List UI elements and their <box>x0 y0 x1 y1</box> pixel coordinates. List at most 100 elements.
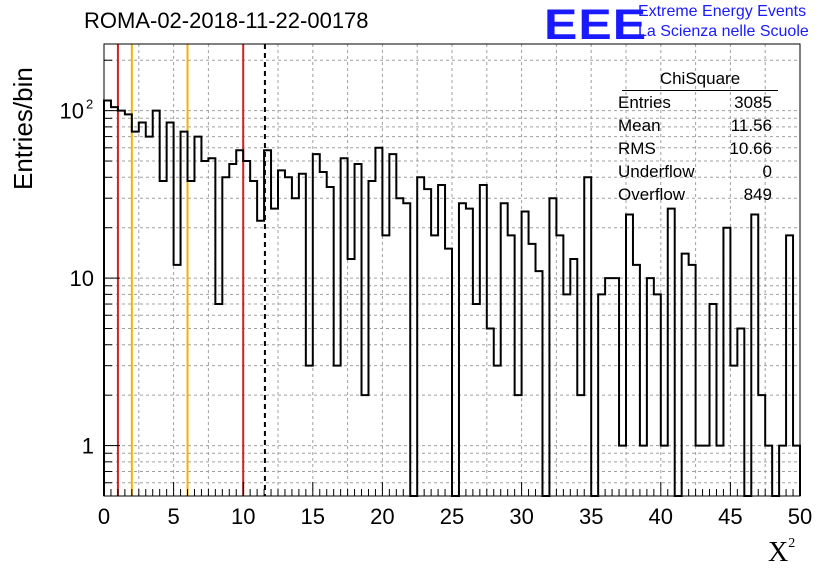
histogram-bin <box>647 278 654 496</box>
histogram-bin <box>118 111 125 496</box>
histogram-bin <box>556 235 563 496</box>
histogram-bin <box>362 395 369 496</box>
stats-row: Overflow 849 <box>612 183 778 206</box>
histogram-bin <box>640 446 647 496</box>
stats-label: Overflow <box>618 185 686 204</box>
y-tick-label: 1 <box>82 434 94 459</box>
plot-title: ROMA-02-2018-11-22-00178 <box>84 8 369 33</box>
stats-row: Underflow 0 <box>612 160 778 183</box>
histogram-bin <box>438 185 445 496</box>
histogram-bin <box>703 446 710 496</box>
histogram-bin <box>431 235 438 496</box>
histogram-bin <box>139 122 146 496</box>
x-tick-label: 35 <box>579 504 603 529</box>
y-tick-label-exponent: 2 <box>86 97 93 112</box>
stats-value: 11.56 <box>730 116 772 135</box>
stats-label: Mean <box>618 116 661 135</box>
histogram-bin <box>229 164 236 496</box>
histogram-bin <box>605 278 612 496</box>
histogram-bin <box>285 177 292 496</box>
histogram-bin <box>445 249 452 496</box>
histogram-bin <box>257 221 264 496</box>
histogram-bin <box>619 446 626 496</box>
stats-row: Mean 11.56 <box>612 114 778 137</box>
histogram-bin <box>751 214 758 496</box>
histogram-bin <box>292 198 299 496</box>
x-tick-label: 5 <box>167 504 179 529</box>
histogram-bin <box>111 107 118 496</box>
stats-row: RMS 10.66 <box>612 137 778 160</box>
histogram-bin <box>132 132 139 496</box>
histogram-bin <box>633 265 640 496</box>
histogram-bin <box>222 177 229 496</box>
stats-value: 0 <box>762 162 772 181</box>
x-tick-label: 15 <box>301 504 325 529</box>
histogram-bin <box>188 181 195 496</box>
histogram-bin <box>473 304 480 496</box>
histogram-bin <box>278 170 285 496</box>
histogram-bin <box>215 304 222 496</box>
histogram-bin <box>250 181 257 496</box>
histogram-bin <box>271 209 278 496</box>
histogram-bin <box>424 189 431 496</box>
histogram-bin <box>529 244 536 496</box>
histogram-bin <box>264 150 271 496</box>
histogram-bin <box>682 254 689 496</box>
histogram-bin <box>508 235 515 496</box>
stats-value: 3085 <box>734 93 772 112</box>
histogram-bin <box>563 294 570 496</box>
histogram-bin <box>327 187 334 496</box>
x-tick-label: 20 <box>370 504 394 529</box>
eee-logo: EEE <box>544 0 648 49</box>
x-tick-label: 30 <box>509 504 533 529</box>
histogram-outline <box>103 99 801 497</box>
histogram-bin <box>779 446 786 496</box>
histogram-bin <box>793 446 800 496</box>
histogram-bin <box>382 235 389 496</box>
stats-row: Entries 3085 <box>612 91 778 114</box>
histogram-bin <box>243 161 250 496</box>
logo-line-2: La Scienza nelle Scuole <box>638 23 809 40</box>
x-tick-label: 50 <box>788 504 812 529</box>
histogram-bin <box>320 172 327 496</box>
histogram-bin <box>459 203 466 496</box>
x-tick-label: 40 <box>649 504 673 529</box>
histogram-bin <box>584 177 591 496</box>
histogram-bin <box>598 294 605 496</box>
y-axis-label: Entries/bin <box>8 67 38 190</box>
histogram-bin <box>654 294 661 496</box>
histogram-bin <box>167 122 174 496</box>
histogram-bin <box>306 366 313 496</box>
histogram-bin <box>466 209 473 496</box>
histogram-bin <box>549 198 556 496</box>
histogram-bin <box>313 154 320 496</box>
histogram-bin <box>494 366 501 496</box>
x-axis-label: X2 <box>768 536 796 568</box>
histogram-bin <box>174 265 181 496</box>
histogram-bin <box>716 446 723 496</box>
logo-line-1: Extreme Energy Events <box>638 3 807 20</box>
histogram-bin <box>522 211 529 496</box>
histogram-bin <box>104 100 111 496</box>
histogram-bin <box>201 161 208 496</box>
histogram-bin <box>208 158 215 496</box>
histogram-bin <box>723 228 730 496</box>
stats-value: 849 <box>743 185 772 204</box>
histogram-bin <box>487 329 494 496</box>
y-tick-label: 10 <box>70 266 94 291</box>
histogram-bin <box>612 278 619 496</box>
histogram-bin <box>181 132 188 496</box>
stats-label: Underflow <box>618 162 695 181</box>
histogram-bin <box>536 271 543 496</box>
histogram-bin <box>299 174 306 496</box>
stats-box: ChiSquare Entries 3085 Mean 11.56 RMS 10.66 Un… <box>612 68 778 206</box>
stats-rows: Entries 3085 Mean 11.56 RMS 10.66 Underflow 0 Ov… <box>612 91 778 206</box>
histogram-bin <box>710 304 717 496</box>
histogram-bin <box>146 137 153 496</box>
x-tick-label: 25 <box>440 504 464 529</box>
stats-label: RMS <box>618 139 656 158</box>
histogram-bin <box>194 137 201 496</box>
histogram-bin <box>730 366 737 496</box>
histogram-bin <box>341 158 348 496</box>
